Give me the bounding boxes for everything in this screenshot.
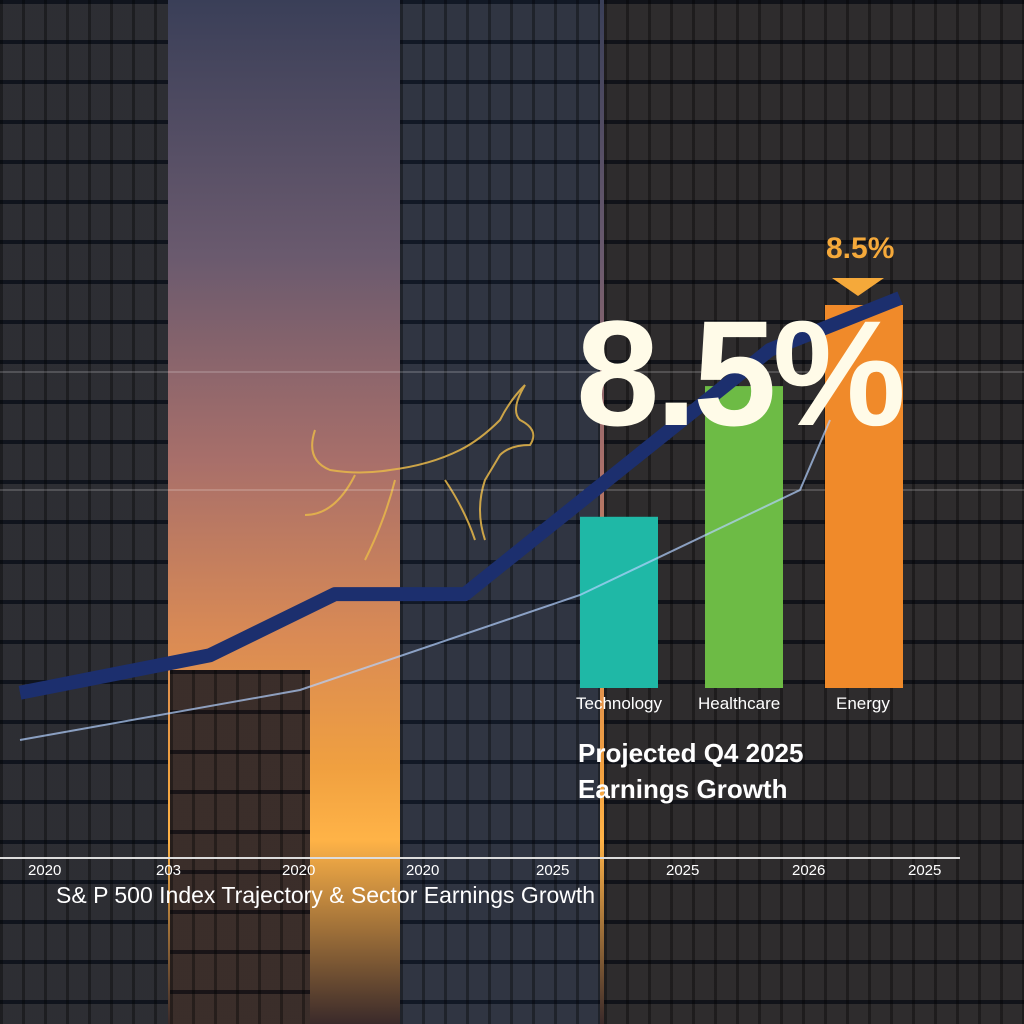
subtitle-line-2: Earnings Growth [578,774,788,804]
headline-value: 8.5% [576,289,903,457]
index-line [18,291,903,700]
x-tick-label: 2026 [792,862,826,879]
category-label-technology: Technology [576,694,663,713]
building-left [0,0,168,1024]
bar-subtitle: Projected Q4 2025 Earnings Growth [578,735,803,807]
subtitle-line-1: Projected Q4 2025 [578,738,804,768]
bar-technology [580,516,658,688]
x-tick-label: 2025 [666,862,700,879]
building-distant [170,670,310,1024]
x-tick-label: 203 [156,862,182,879]
x-tick-label: 2025 [536,862,570,879]
bar-energy [825,305,903,688]
down-arrow-icon [832,278,884,296]
x-tick-label: 2025 [908,862,942,879]
bull-icon [304,384,535,561]
x-tick-label: 2020 [406,862,440,879]
category-label-energy: Energy [836,694,890,713]
x-tick-label: 2020 [28,862,62,879]
category-label-healthcare: Healthcare [698,694,781,713]
secondary-trend-line [19,419,831,741]
bar-healthcare [705,386,783,688]
energy-annotation: 8.5% [826,232,895,265]
chart-title: S& P 500 Index Trajectory & Sector Earni… [56,882,596,908]
building-right [604,0,1024,1024]
x-tick-label: 2020 [282,862,316,879]
